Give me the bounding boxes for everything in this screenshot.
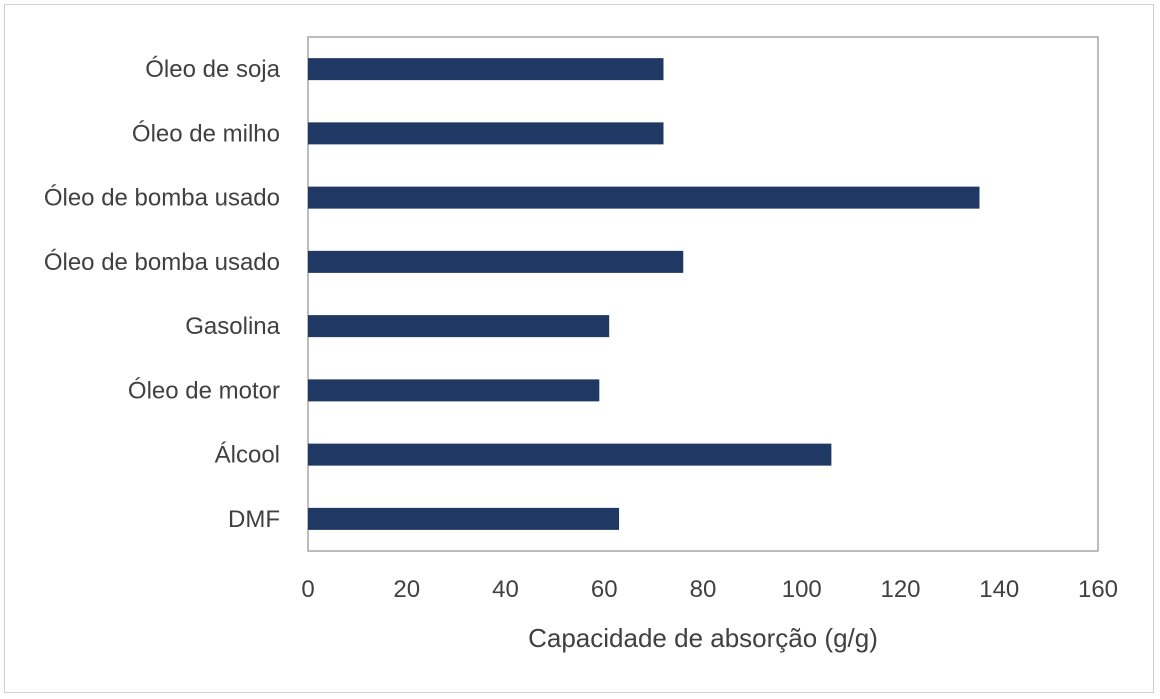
x-tick-label: 60: [591, 576, 618, 603]
bar-3: [308, 186, 980, 209]
category-label: Óleo de motor: [128, 377, 280, 404]
category-label: DMF: [228, 506, 280, 533]
x-tick-label: 40: [492, 576, 519, 603]
x-tick-labels: 0 20 40 60 80 100 120 140 160: [301, 576, 1118, 603]
x-tick-label: 80: [690, 576, 717, 603]
bar-6: [308, 379, 600, 402]
bar-5: [308, 315, 610, 338]
x-tick-label: 120: [880, 576, 920, 603]
bar-4: [308, 250, 684, 273]
category-label: Óleo de bomba usado: [44, 249, 280, 276]
bars-group: [308, 58, 980, 530]
x-tick-label: 20: [393, 576, 420, 603]
category-label: Álcool: [215, 442, 280, 469]
bar-1: [308, 58, 664, 81]
category-labels: Óleo de soja Óleo de milho Óleo de bomba u…: [44, 56, 281, 533]
chart-frame: [4, 4, 1154, 693]
x-tick-label: 0: [301, 576, 314, 603]
x-tick-label: 160: [1078, 576, 1118, 603]
category-label: Óleo de bomba usado: [44, 185, 280, 212]
bar-7: [308, 443, 832, 466]
category-label: Gasolina: [185, 313, 280, 340]
x-axis-title: Capacidade de absorção (g/g): [528, 623, 878, 653]
category-label: Óleo de milho: [132, 120, 280, 147]
x-tick-label: 140: [979, 576, 1019, 603]
category-label: Óleo de soja: [145, 56, 280, 83]
bar-8: [308, 507, 620, 530]
bar-2: [308, 122, 664, 145]
plot-area: [307, 36, 1099, 552]
x-tick-label: 100: [782, 576, 822, 603]
